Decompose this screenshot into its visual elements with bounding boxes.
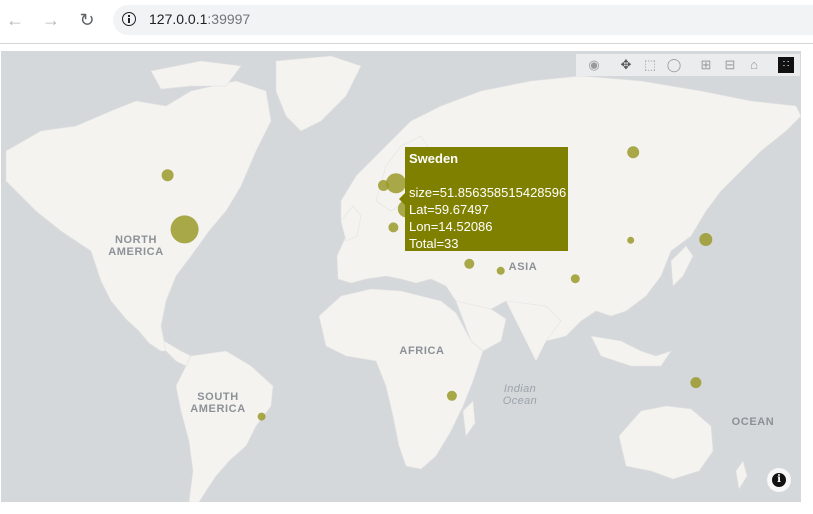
japan: [670, 245, 694, 287]
tooltip-size: size=51.856358515428596: [409, 185, 567, 200]
map-marker[interactable]: [378, 180, 389, 191]
eurasia-landmass: [336, 75, 801, 342]
map-marker[interactable]: [388, 222, 399, 233]
pan-icon[interactable]: ✥: [620, 57, 632, 72]
madagascar: [462, 400, 476, 437]
map-marker[interactable]: [257, 412, 266, 421]
tooltip-lon: Lon=14.52086: [409, 219, 493, 234]
label-north-america: NORTH AMERICA: [108, 234, 164, 258]
australia: [618, 405, 714, 480]
browser-toolbar: ← → ↻ 127.0.0.1:39997: [0, 0, 813, 44]
greenland: [275, 55, 362, 132]
tooltip-pointer: [399, 193, 405, 205]
arabia: [455, 300, 507, 352]
label-south-america: SOUTH AMERICA: [190, 391, 246, 415]
zoom-out-icon[interactable]: ⊟: [724, 57, 736, 72]
map-marker[interactable]: [161, 169, 174, 182]
back-button[interactable]: ←: [4, 9, 26, 31]
map-marker[interactable]: [170, 215, 199, 244]
site-info-icon[interactable]: [122, 12, 136, 26]
canadian-islands: [150, 60, 242, 90]
tooltip-total: Total=33: [409, 236, 459, 251]
url-text: 127.0.0.1:39997: [149, 11, 251, 27]
map-plot[interactable]: NORTH AMERICA SOUTH AMERICA AFRICA ASIA In…: [1, 51, 801, 502]
box-select-icon[interactable]: ⬚: [643, 57, 657, 72]
lasso-icon[interactable]: ◯: [666, 57, 682, 72]
new-zealand: [735, 460, 748, 490]
attribution-button[interactable]: i: [767, 468, 791, 492]
map-marker[interactable]: [386, 173, 406, 194]
arrow-right-icon: →: [42, 10, 60, 30]
map-marker[interactable]: [464, 258, 475, 269]
south-america: [175, 350, 274, 502]
hover-tooltip: Sweden size=51.856358515428596 Lat=59.67…: [405, 147, 568, 251]
arrow-left-icon: ←: [6, 10, 24, 30]
land-layer: [5, 55, 801, 502]
britain: [340, 205, 362, 242]
map-marker[interactable]: [496, 266, 505, 275]
africa-landmass: [318, 288, 484, 470]
world-map: [5, 55, 801, 502]
north-america-landmass: [5, 80, 272, 352]
central-america: [163, 340, 192, 367]
forward-button[interactable]: →: [40, 9, 62, 31]
reset-home-icon[interactable]: ⌂: [750, 57, 758, 72]
india: [505, 300, 562, 362]
map-marker[interactable]: [699, 233, 713, 246]
map-marker[interactable]: [446, 390, 457, 401]
tooltip-lat: Lat=59.67497: [409, 202, 489, 217]
plotly-logo-icon[interactable]: ∷: [778, 57, 794, 73]
modebar: ◉ ✥ ⬚ ◯ ⊞ ⊟ ⌂ ∷: [576, 54, 800, 76]
label-asia: ASIA: [508, 261, 538, 273]
map-marker[interactable]: [570, 274, 580, 284]
camera-icon[interactable]: ◉: [588, 57, 600, 72]
label-ocean: OCEAN: [731, 416, 775, 428]
reload-button[interactable]: ↻: [76, 9, 98, 31]
info-icon: i: [772, 473, 786, 487]
map-marker[interactable]: [627, 146, 640, 159]
address-bar[interactable]: 127.0.0.1:39997: [113, 5, 813, 35]
map-marker[interactable]: [627, 236, 635, 244]
tooltip-title: Sweden: [409, 151, 459, 166]
reload-icon: ↻: [79, 10, 95, 30]
label-africa: AFRICA: [399, 345, 445, 357]
zoom-in-icon[interactable]: ⊞: [700, 57, 712, 72]
southeast-asia-islands: [590, 335, 672, 367]
label-indian-ocean: Indian Ocean: [502, 383, 538, 407]
map-marker[interactable]: [690, 377, 702, 389]
